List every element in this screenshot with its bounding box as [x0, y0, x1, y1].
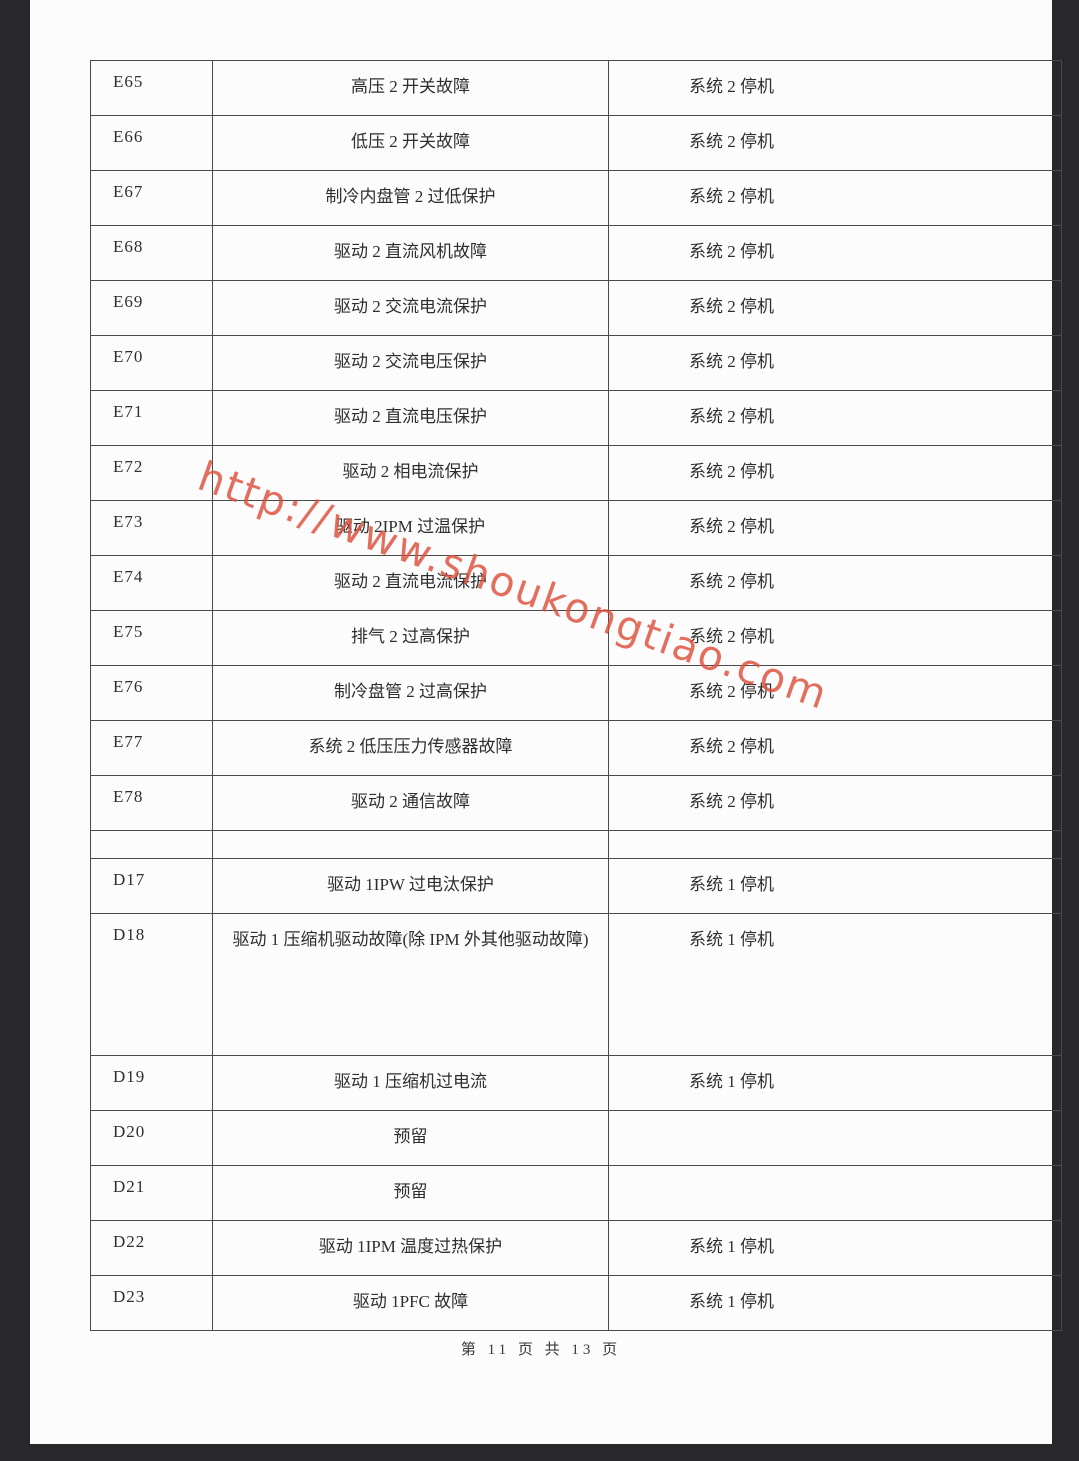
fault-code-cell: E74	[90, 555, 213, 611]
fault-action-cell: 系统 2 停机	[608, 60, 1062, 116]
fault-code-cell: D21	[90, 1165, 213, 1221]
fault-description-cell: 驱动 2 直流电压保护	[212, 390, 609, 446]
fault-code-cell: E66	[90, 115, 213, 171]
table-row: E74 驱动 2 直流电流保护 系统 2 停机	[90, 555, 1062, 611]
fault-description-cell: 驱动 1IPW 过电汰保护	[212, 858, 609, 914]
fault-action-cell	[608, 1165, 1062, 1221]
fault-description-cell: 高压 2 开关故障	[212, 60, 609, 116]
fault-description-cell: 驱动 2 通信故障	[212, 775, 609, 831]
table-row: E72 驱动 2 相电流保护 系统 2 停机	[90, 445, 1062, 501]
fault-action-cell: 系统 2 停机	[608, 720, 1062, 776]
table-row: E70 驱动 2 交流电压保护 系统 2 停机	[90, 335, 1062, 391]
page-number-footer: 第 11 页 共 13 页	[460, 1342, 622, 1358]
fault-code-cell: E72	[90, 445, 213, 501]
table-row: E78 驱动 2 通信故障 系统 2 停机	[90, 775, 1062, 831]
fault-description-cell: 驱动 2 相电流保护	[212, 445, 609, 501]
fault-code-cell: E68	[90, 225, 213, 281]
fault-code-table: E65 高压 2 开关故障 系统 2 停机 E66 低压 2 开关故障 系统 2…	[90, 60, 1062, 1331]
fault-action-cell: 系统 1 停机	[608, 858, 1062, 914]
table-row: D21 预留	[90, 1165, 1062, 1221]
fault-action-cell	[608, 830, 1062, 859]
fault-code-cell: E78	[90, 775, 213, 831]
fault-description-cell: 驱动 2 交流电压保护	[212, 335, 609, 391]
fault-description-cell: 低压 2 开关故障	[212, 115, 609, 171]
fault-action-cell: 系统 2 停机	[608, 280, 1062, 336]
fault-description-cell: 驱动 2 交流电流保护	[212, 280, 609, 336]
table-row: D18 驱动 1 压缩机驱动故障(除 IPM 外其他驱动故障) 系统 1 停机	[90, 913, 1062, 1056]
table-row: D17 驱动 1IPW 过电汰保护 系统 1 停机	[90, 858, 1062, 914]
table-row: E71 驱动 2 直流电压保护 系统 2 停机	[90, 390, 1062, 446]
fault-description-cell: 预留	[212, 1110, 609, 1166]
fault-action-cell: 系统 2 停机	[608, 225, 1062, 281]
fault-description-cell: 驱动 2 直流电流保护	[212, 555, 609, 611]
fault-code-cell: E75	[90, 610, 213, 666]
fault-action-cell: 系统 2 停机	[608, 335, 1062, 391]
fault-description-cell: 驱动 1 压缩机驱动故障(除 IPM 外其他驱动故障)	[212, 913, 609, 1056]
fault-action-cell: 系统 1 停机	[608, 913, 1062, 1056]
table-row: E67 制冷内盘管 2 过低保护 系统 2 停机	[90, 170, 1062, 226]
fault-code-cell: E65	[90, 60, 213, 116]
fault-description-cell: 驱动 1IPM 温度过热保护	[212, 1220, 609, 1276]
table-row: D20 预留	[90, 1110, 1062, 1166]
table-row	[90, 830, 1062, 859]
fault-action-cell: 系统 2 停机	[608, 170, 1062, 226]
fault-description-cell: 预留	[212, 1165, 609, 1221]
table-row: D19 驱动 1 压缩机过电流 系统 1 停机	[90, 1055, 1062, 1111]
fault-description-cell	[212, 830, 609, 859]
fault-code-cell: D18	[90, 913, 213, 1056]
fault-code-cell: E76	[90, 665, 213, 721]
fault-description-cell: 驱动 2 直流风机故障	[212, 225, 609, 281]
fault-action-cell: 系统 2 停机	[608, 445, 1062, 501]
page-sheet: E65 高压 2 开关故障 系统 2 停机 E66 低压 2 开关故障 系统 2…	[30, 0, 1062, 1444]
table-row: E69 驱动 2 交流电流保护 系统 2 停机	[90, 280, 1062, 336]
fault-action-cell: 系统 1 停机	[608, 1275, 1062, 1331]
fault-code-cell: E70	[90, 335, 213, 391]
table-row: E75 排气 2 过高保护 系统 2 停机	[90, 610, 1062, 666]
fault-code-cell	[90, 830, 213, 859]
fault-code-cell: D17	[90, 858, 213, 914]
fault-action-cell: 系统 2 停机	[608, 610, 1062, 666]
table-row: E66 低压 2 开关故障 系统 2 停机	[90, 115, 1062, 171]
fault-description-cell: 系统 2 低压压力传感器故障	[212, 720, 609, 776]
fault-code-cell: D22	[90, 1220, 213, 1276]
fault-description-cell: 驱动 2IPM 过温保护	[212, 500, 609, 556]
fault-action-cell	[608, 1110, 1062, 1166]
table-row: E73 驱动 2IPM 过温保护 系统 2 停机	[90, 500, 1062, 556]
table-row: D22 驱动 1IPM 温度过热保护 系统 1 停机	[90, 1220, 1062, 1276]
fault-action-cell: 系统 2 停机	[608, 555, 1062, 611]
table-row: E76 制冷盘管 2 过高保护 系统 2 停机	[90, 665, 1062, 721]
fault-action-cell: 系统 2 停机	[608, 115, 1062, 171]
fault-description-cell: 驱动 1 压缩机过电流	[212, 1055, 609, 1111]
fault-code-cell: E71	[90, 390, 213, 446]
fault-code-cell: E67	[90, 170, 213, 226]
table-row: E65 高压 2 开关故障 系统 2 停机	[90, 60, 1062, 116]
table-row: D23 驱动 1PFC 故障 系统 1 停机	[90, 1275, 1062, 1331]
fault-action-cell: 系统 2 停机	[608, 500, 1062, 556]
fault-description-cell: 制冷内盘管 2 过低保护	[212, 170, 609, 226]
fault-action-cell: 系统 2 停机	[608, 665, 1062, 721]
table-row: E77 系统 2 低压压力传感器故障 系统 2 停机	[90, 720, 1062, 776]
fault-code-cell: D20	[90, 1110, 213, 1166]
fault-code-cell: E69	[90, 280, 213, 336]
fault-description-cell: 排气 2 过高保护	[212, 610, 609, 666]
fault-description-cell: 驱动 1PFC 故障	[212, 1275, 609, 1331]
fault-code-cell: E73	[90, 500, 213, 556]
fault-action-cell: 系统 2 停机	[608, 775, 1062, 831]
fault-code-cell: D19	[90, 1055, 213, 1111]
fault-code-cell: E77	[90, 720, 213, 776]
table-row: E68 驱动 2 直流风机故障 系统 2 停机	[90, 225, 1062, 281]
fault-code-cell: D23	[90, 1275, 213, 1331]
fault-action-cell: 系统 2 停机	[608, 390, 1062, 446]
fault-action-cell: 系统 1 停机	[608, 1055, 1062, 1111]
fault-action-cell: 系统 1 停机	[608, 1220, 1062, 1276]
fault-description-cell: 制冷盘管 2 过高保护	[212, 665, 609, 721]
